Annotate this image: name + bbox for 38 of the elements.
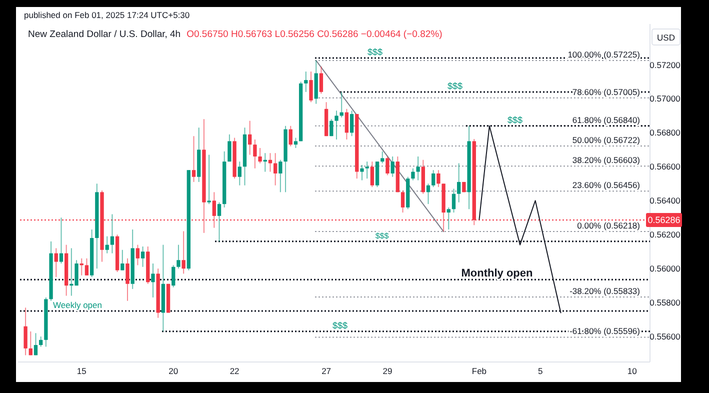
ref-line-label: Weekly open (53, 300, 102, 310)
ref-line-label: Monthly open (461, 268, 534, 280)
y-tick-label: 0.56200 (650, 230, 681, 240)
y-tick-label: 0.57200 (650, 60, 681, 70)
y-axis-title: USD (657, 32, 675, 42)
x-tick-label: 22 (230, 366, 240, 376)
y-tick-label: 0.55600 (650, 332, 681, 342)
y-tick-label: 0.56000 (650, 264, 681, 274)
ref-line-label: $$$ (332, 320, 348, 330)
y-tick-label: 0.56600 (650, 162, 681, 172)
ref-line-label: 38.20% (0.56603) (572, 155, 640, 166)
ref-line-label: 0.00% (0.56218) (577, 220, 640, 231)
ref-line-label: $$$ (375, 231, 390, 240)
y-tick-label: 0.55800 (650, 298, 681, 308)
ref-line-label: 61.80% (0.56840) (572, 114, 640, 125)
ref-line-label: 78.60% (0.57005) (572, 86, 640, 97)
ref-line-label: 100.00% (0.57225) (568, 50, 640, 60)
x-tick-label: 27 (322, 366, 332, 376)
text: published on Feb 01, 2025 17:24 UTC+5:30 (24, 10, 190, 20)
y-tick-label: 0.57000 (650, 94, 681, 104)
text: O0.56750 H0.56763 L0.56256 C0.56286 −0.00464 (−0.82%) (186, 29, 442, 40)
ref-line-label: $$$ (507, 114, 523, 125)
y-tick-label: 0.56800 (650, 128, 681, 138)
ref-line-label: -61.80% (0.55596) (570, 326, 640, 336)
x-tick-label: 15 (76, 366, 87, 376)
ref-line-label: $$$ (447, 80, 463, 91)
x-tick-label: 20 (168, 366, 178, 376)
x-tick-label: 5 (538, 366, 544, 376)
ref-line-label: -38.20% (0.55833) (570, 286, 640, 296)
x-tick-label: 29 (382, 366, 392, 376)
ref-line-label: 0.56286 (648, 215, 680, 226)
ref-line-label: 50.00% (0.56722) (572, 134, 640, 145)
y-tick-label: 0.56400 (650, 196, 681, 206)
ref-line-label: 23.60% (0.56456) (572, 180, 640, 190)
text: New Zealand Dollar / U.S. Dollar, 4h (28, 29, 181, 40)
ref-line-label: $$$ (367, 46, 383, 57)
x-tick-label: Feb (472, 366, 487, 376)
x-tick-label: 10 (627, 366, 638, 376)
